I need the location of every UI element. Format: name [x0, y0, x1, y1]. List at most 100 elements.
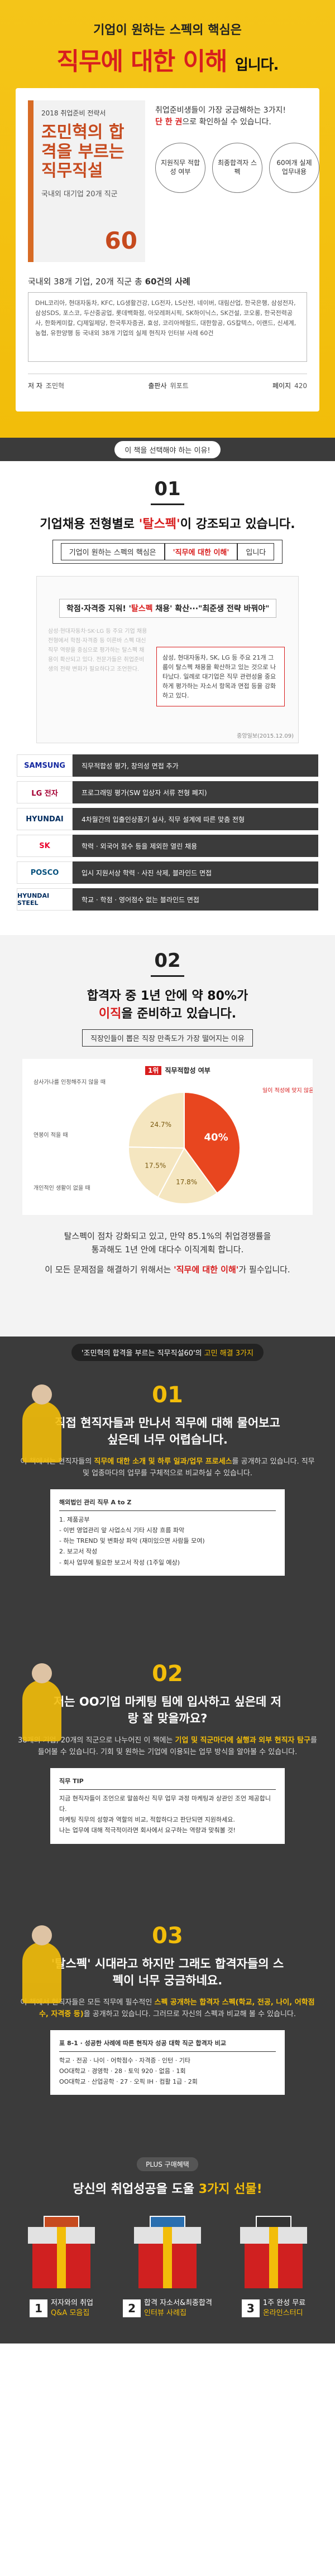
person-illustration	[22, 1925, 61, 2003]
number-underline	[151, 975, 184, 977]
section-subheading: 기업이 원하는 스펙의 핵심은 '직무에 대한 이해' 입니다	[17, 540, 318, 564]
hero-title-end: 입니다.	[234, 57, 279, 74]
hero-card: 2018 취업준비 전략서 조민혁의 합격을 부르는 직무직설 국내외 대기업 …	[16, 88, 319, 411]
secret-number: 02	[152, 1661, 183, 1687]
gift-box-icon	[229, 2210, 318, 2294]
case-title-emphasis: 60건의 사례	[145, 277, 190, 287]
logo-row: LG 전자 프로그래밍 평가(SW 입상자 서류 전형 폐지)	[17, 781, 318, 803]
hero-intro-2: 으로 확인하실 수 있습니다.	[182, 118, 271, 127]
logo-description: 직무적합성 평가, 창의성 면접 추가	[73, 754, 318, 777]
case-title: 국내외 38개 기업, 20개 직군 총 60건의 사례	[28, 275, 190, 287]
feature-circles: 지원직무 적합성 여부 최종합격자 스펙 60여개 실제 업무내용	[155, 143, 323, 193]
pie-value-label: 40%	[204, 1131, 228, 1143]
gift-item: 3 1주 완성 무료 온라인스터디	[229, 2210, 318, 2318]
chart-rank-badge: 1위	[145, 1066, 162, 1075]
hero-intro: 취업준비생들이 가장 궁금해하는 3가지! 단 한 권으로 확인하실 수 있습니…	[155, 105, 323, 128]
logo-row: POSCO 입시 지원서상 학력 · 사진 삭제, 블라인드 면접	[17, 861, 318, 884]
secrets-pill: '조민혁의 합격을 부르는 직무직설60'의 고민 해결 3가지	[71, 1343, 264, 1361]
gift-item: 2 합격 자소서&최종합격 인터뷰 사례집	[123, 2210, 212, 2318]
logo-description: 4차월간의 입출인상품기 실사, 직무 설계에 따른 맞춤 전형	[73, 808, 318, 830]
secret-body: 이 책에서 현직자들은 모든 직무에 필수적인 스펙 공개하는 합격자 스펙(학…	[20, 1998, 315, 2018]
feature-circle: 60여개 실제 업무내용	[269, 143, 319, 193]
case-company-list: DHL코리아, 현대자동차, KFC, LG생활건강, LG전자, LS산전, …	[28, 292, 307, 362]
logo-description: 학력 · 외국어 점수 등을 제외한 열린 채용	[73, 835, 318, 857]
plus-heading: 당신의 취업성공을 도울 3가지 선물!	[73, 2182, 262, 2196]
gift-number: 3	[241, 2299, 260, 2317]
hero-title-highlight: 직무에 대한 이해	[56, 47, 228, 76]
secret-03: 03 '탈스펙' 시대라고 하지만 그래도 합격자들의 스펙이 너무 궁금하네요…	[0, 1909, 335, 2143]
pie-svg: 40% 일이 적성에 맞지 않음 때 17.8% 삼사가나를 인정해주지 않을 때 17…	[34, 1078, 321, 1204]
section-heading: 합격자 중 1년 안에 약 80%가 이직을 준비하고 있습니다.	[87, 989, 248, 1021]
feature-circle: 최종합격자 스펙	[212, 143, 262, 193]
secret-heading: 직접 현직자들과 만나서 직무에 대해 물어보고 싶은데 너무 어렵습니다.	[55, 1416, 280, 1447]
news-clipping: 삼성·현대자동차·SK·LG 등 주요 기업 채용 전형에서 학점·자격증 등 …	[36, 576, 299, 743]
secret-heading: 저는 OO기업 마케팅 팀에 입사하고 싶은데 저랑 잘 맞을까요?	[53, 1695, 281, 1726]
why-banner: 이 책을 선택해야 하는 이유!	[0, 438, 335, 461]
number-underline	[151, 503, 184, 505]
person-illustration	[22, 1384, 61, 1463]
section-number: 02	[154, 950, 181, 972]
secret-body: 이 책에서는 현직자들의 직무에 대한 소개 및 하루 일과/업무 프로세스를 …	[20, 1457, 315, 1478]
book-title: 조민혁의 합격을 부르는 직무직설	[41, 123, 125, 181]
pie-value-label: 17.8%	[176, 1178, 197, 1186]
feature-circle: 지원직무 적합성 여부	[155, 143, 205, 193]
secret-number: 03	[152, 1923, 183, 1949]
company-logo: HYUNDAI STEEL	[17, 888, 73, 911]
case-title-1: 국내외 38개 기업, 20개 직군 총	[28, 277, 145, 287]
hero-intro-emphasis: 단 한 권	[155, 118, 183, 127]
news-quote: 삼성, 현대자동차, SK, LG 등 주요 21개 그룹이 탈스펙 채용을 확…	[156, 647, 285, 707]
pie-value-label: 24.7%	[150, 1121, 171, 1129]
company-logo: SAMSUNG	[17, 754, 73, 777]
section-body: 탈스펙이 점차 강화되고 있고, 만약 85.1%의 취업경쟁률을 통과해도 1…	[45, 1231, 290, 1275]
meta-author: 저 자 조민혁	[28, 382, 65, 390]
gift-item: 1 저자와의 취업 Q&A 모음집	[17, 2210, 106, 2318]
hero-section: 기업이 원하는 스펙의 핵심은 직무에 대한 이해 입니다. 2018 취업준비…	[0, 0, 335, 438]
secret-02: 02 저는 OO기업 마케팅 팀에 입사하고 싶은데 저랑 잘 맞을까요? 38…	[0, 1647, 335, 1909]
sample-page-title: 직무 TIP	[59, 1776, 276, 1790]
pie-category-label: 개인적인 생활이 없을 때	[34, 1184, 90, 1192]
plus-benefits-section: PLUS 구매혜택 당신의 취업성공을 도울 3가지 선물! 1 저자와의 취업 Q…	[0, 2143, 335, 2343]
hero-intro-1: 취업준비생들이 가장 궁금해하는 3가지!	[155, 106, 286, 115]
gift-number: 2	[123, 2299, 141, 2317]
plus-pill: PLUS 구매혜택	[17, 2157, 318, 2171]
company-logo: POSCO	[17, 861, 73, 884]
gift-box-icon	[17, 2210, 106, 2294]
sample-page: 표 8-1 · 성공한 사례에 따른 현직자 성공 대학 직군 합격자 비교 학…	[50, 2030, 285, 2095]
company-logo: LG 전자	[17, 781, 73, 803]
gift-number: 1	[30, 2299, 48, 2317]
book-series: 2018 취업준비 전략서	[41, 109, 106, 117]
sample-page: 해외법인 관리 직무 A to Z 1. 제품공부 - 이번 영업관리 앞 사업…	[50, 1489, 285, 1576]
book-meta: 저 자 조민혁 출판사 위포트 페이지 420	[28, 374, 307, 390]
section-heading: 기업채용 전형별로 '탈스펙'이 강조되고 있습니다.	[40, 517, 295, 531]
company-logo: HYUNDAI	[17, 808, 73, 830]
secret-body: 38개의 기업, 20개의 직군으로 나누어진 이 책에는 기업 및 직군마다에…	[18, 1736, 317, 1756]
logo-row: HYUNDAI STEEL 학교 · 학점 · 영어점수 없는 블라인드 면접	[17, 888, 318, 911]
gift-box-icon	[123, 2210, 212, 2294]
logo-row: SK 학력 · 외국어 점수 등을 제외한 열린 채용	[17, 835, 318, 857]
logo-description: 학교 · 학점 · 영어점수 없는 블라인드 면접	[73, 888, 318, 911]
logo-description: 프로그래밍 평가(SW 입상자 서류 전형 폐지)	[73, 781, 318, 803]
secret-heading: '탈스펙' 시대라고 하지만 그래도 합격자들의 스펙이 너무 궁금하네요.	[51, 1957, 284, 1988]
pie-slice	[184, 1091, 241, 1194]
book-subtitle: 국내외 대기업 20개 직군	[41, 190, 118, 198]
company-logo-list: SAMSUNG 직무적합성 평가, 창의성 면접 추가 LG 전자 프로그래밍 평가…	[17, 754, 318, 911]
logo-row: SAMSUNG 직무적합성 평가, 창의성 면접 추가	[17, 754, 318, 777]
secret-number: 01	[152, 1382, 183, 1408]
pie-category-label: 일이 적성에 맞지 않음 때	[262, 1087, 313, 1094]
news-headline: 학점·자격증 지워! '탈스펙 채용' 확산···"최준생 전략 바꿔야"	[59, 599, 277, 618]
logo-row: HYUNDAI 4차월간의 입출인상품기 실사, 직무 설계에 따른 맞춤 전형	[17, 808, 318, 830]
reason-01-section: 01 기업채용 전형별로 '탈스펙'이 강조되고 있습니다. 기업이 원하는 스…	[0, 461, 335, 935]
book-badge: 60	[104, 227, 137, 254]
pie-category-label: 삼사가나를 인정해주지 않을 때	[34, 1078, 106, 1086]
company-logo: SK	[17, 835, 73, 857]
pie-value-label: 17.5%	[145, 1161, 166, 1169]
news-body-blurred: 삼성·현대자동차·SK·LG 등 주요 기업 채용 전형에서 학점·자격증 등 …	[48, 628, 147, 672]
hero-headline: 기업이 원하는 스펙의 핵심은	[93, 23, 242, 37]
logo-description: 입시 지원서상 학력 · 사진 삭제, 블라인드 면접	[73, 861, 318, 884]
pie-slice	[127, 1091, 185, 1149]
secrets-section: 01 직접 현직자들과 만나서 직무에 대해 물어보고 싶은데 너무 어렵습니다…	[0, 1368, 335, 2143]
section-number: 01	[154, 478, 181, 500]
sample-page-title: 표 8-1 · 성공한 사례에 따른 현직자 성공 대학 직군 합격자 비교	[59, 2038, 276, 2052]
person-illustration	[22, 1663, 61, 1741]
chart-title: 1위 직무적합성 여부	[145, 1066, 210, 1075]
